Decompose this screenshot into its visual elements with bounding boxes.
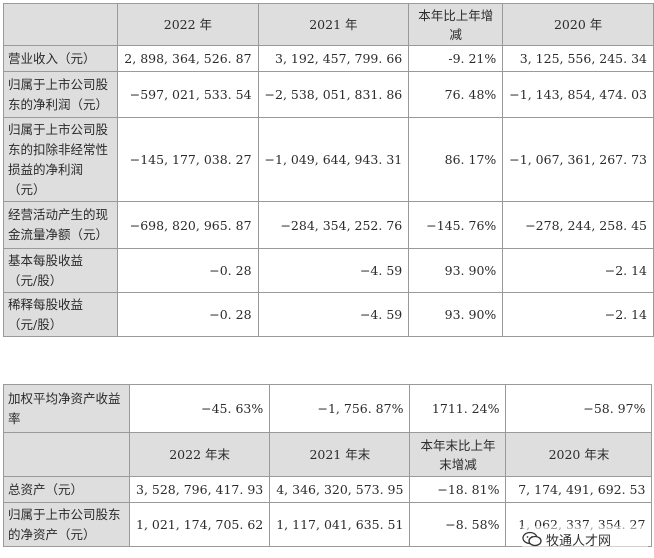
header-2021: 2021 年 [257, 3, 410, 46]
cell-2021: 4, 346, 320, 573. 95 [269, 476, 411, 503]
table-row: 稀释每股收益（元/股） −0. 28 −4. 59 93. 90% −2. 14 [2, 292, 654, 337]
cell-change: 1711. 24% [409, 384, 507, 433]
cell-2021: −2, 538, 051, 831. 86 [257, 71, 410, 118]
cell-2021: −284, 354, 252. 76 [257, 201, 410, 249]
row-label: 总资产（元） [3, 476, 130, 503]
row-label: 营业收入（元） [2, 45, 119, 72]
header-change: 本年比上年增减 [408, 3, 504, 46]
cell-change: 93. 90% [408, 292, 504, 337]
header-change: 本年末比上年末增减 [409, 432, 507, 477]
row-label: 归属于上市公司股东的净资产（元） [3, 502, 130, 547]
cell-2020: −278, 244, 258. 45 [502, 201, 654, 249]
cell-2020: 7, 174, 491, 692. 53 [505, 476, 653, 503]
cell-change: -9. 21% [408, 45, 504, 72]
header-blank [2, 3, 119, 46]
table-row: 加权平均净资产收益率 −45. 63% −1, 756. 87% 1711. 2… [3, 384, 653, 433]
header-2022-end: 2022 年末 [128, 432, 271, 477]
row-label: 基本每股收益（元/股） [2, 248, 119, 293]
cell-2020: −2. 14 [502, 248, 654, 293]
row-label: 稀释每股收益（元/股） [2, 292, 119, 337]
watermark: 牧通人才网 [522, 526, 648, 552]
cell-change: 93. 90% [408, 248, 504, 293]
row-label: 归属于上市公司股东的净利润（元） [2, 71, 119, 118]
cell-2022: −698, 820, 965. 87 [117, 201, 259, 249]
financial-table-assets: 加权平均净资产收益率 −45. 63% −1, 756. 87% 1711. 2… [3, 384, 653, 547]
cell-2020: −1, 067, 361, 267. 73 [502, 117, 654, 202]
table-row: 归属于上市公司股东的净利润（元） −597, 021, 533. 54 −2, … [2, 71, 654, 118]
financial-table-main: 2022 年 2021 年 本年比上年增减 2020 年 营业收入（元） 2, … [2, 3, 654, 337]
cell-change: 76. 48% [408, 71, 504, 118]
cell-2022: −597, 021, 533. 54 [117, 71, 259, 118]
cell-2022: −0. 28 [117, 292, 259, 337]
cell-2021: −1, 756. 87% [269, 384, 411, 433]
header-2021-end: 2021 年末 [269, 432, 411, 477]
cell-2022: −45. 63% [128, 384, 271, 433]
cell-2020: −1, 143, 854, 474. 03 [502, 71, 654, 118]
cell-2021: −1, 049, 644, 943. 31 [257, 117, 410, 202]
row-label: 归属于上市公司股东的扣除非经常性损益的净利润（元） [2, 117, 119, 202]
cell-2022: 1, 021, 174, 705. 62 [128, 502, 271, 547]
table-row: 基本每股收益（元/股） −0. 28 −4. 59 93. 90% −2. 14 [2, 248, 654, 293]
watermark-text: 牧通人才网 [546, 533, 612, 549]
cell-change: 86. 17% [408, 117, 504, 202]
cell-change: −8. 58% [409, 502, 507, 547]
header-blank [3, 432, 130, 477]
cell-2022: −0. 28 [117, 248, 259, 293]
cell-2022: −145, 177, 038. 27 [117, 117, 259, 202]
cell-2020: 3, 125, 556, 245. 34 [502, 45, 654, 72]
cell-2020: −2. 14 [502, 292, 654, 337]
cell-2021: −4. 59 [257, 292, 410, 337]
table-row: 归属于上市公司股东的扣除非经常性损益的净利润（元） −145, 177, 038… [2, 117, 654, 202]
table-row: 总资产（元） 3, 528, 796, 417. 93 4, 346, 320,… [3, 476, 653, 503]
cell-2022: 2, 898, 364, 526. 87 [117, 45, 259, 72]
cell-change: −145. 76% [408, 201, 504, 249]
row-label: 经营活动产生的现金流量净额（元） [2, 201, 119, 249]
table-header-row: 2022 年末 2021 年末 本年末比上年末增减 2020 年末 [3, 432, 653, 477]
wechat-icon [522, 531, 542, 547]
row-label: 加权平均净资产收益率 [3, 384, 130, 433]
header-2022: 2022 年 [117, 3, 259, 46]
cell-2022: 3, 528, 796, 417. 93 [128, 476, 271, 503]
table-row: 归属于上市公司股东的净资产（元） 1, 021, 174, 705. 62 1,… [3, 502, 653, 547]
cell-2021: 3, 192, 457, 799. 66 [257, 45, 410, 72]
cell-2020: −58. 97% [505, 384, 653, 433]
cell-2021: −4. 59 [257, 248, 410, 293]
table-header-row: 2022 年 2021 年 本年比上年增减 2020 年 [2, 3, 654, 46]
header-2020-end: 2020 年末 [505, 432, 653, 477]
table-row: 经营活动产生的现金流量净额（元） −698, 820, 965. 87 −284… [2, 201, 654, 249]
header-2020: 2020 年 [502, 3, 654, 46]
cell-change: −18. 81% [409, 476, 507, 503]
cell-2021: 1, 117, 041, 635. 51 [269, 502, 411, 547]
table-row: 营业收入（元） 2, 898, 364, 526. 87 3, 192, 457… [2, 45, 654, 72]
